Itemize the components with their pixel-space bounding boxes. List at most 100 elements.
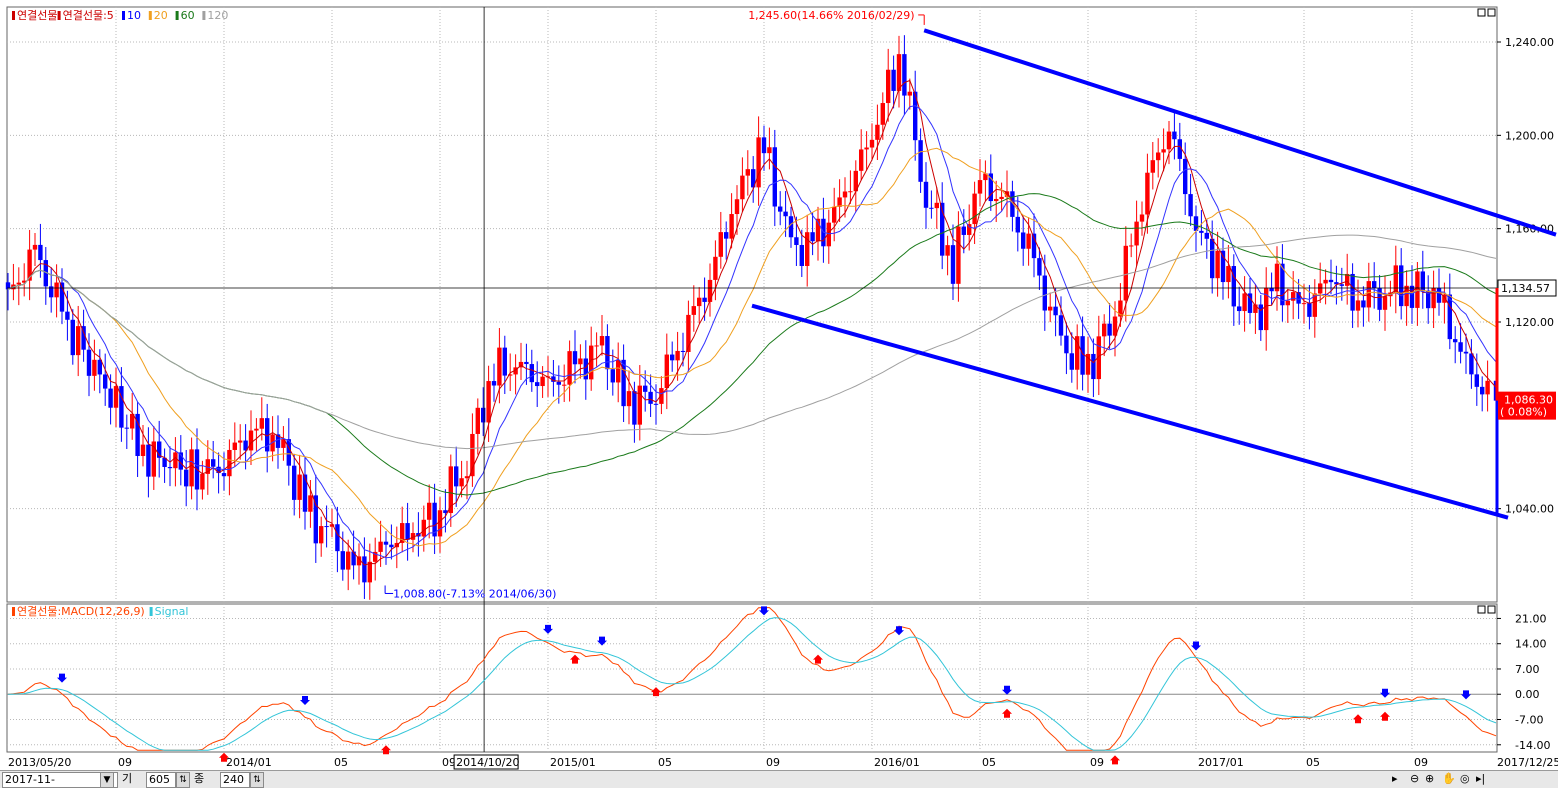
candle-body [1177,139,1182,159]
down-arrow-icon [1191,641,1201,651]
macd-legend-item: 연결선물:MACD(12,26,9) [17,605,145,618]
price-legend-item: 10 [127,9,141,22]
hand-icon[interactable]: ✋ [1442,772,1456,785]
candle-body [1355,300,1361,311]
legend-swatch [149,607,153,616]
candle-body [1145,172,1150,215]
macd-y-tick-label: 0.00 [1515,688,1540,701]
step-spin-button[interactable]: ⇅ [250,772,264,788]
candle-body [319,526,324,544]
candle-body [1361,300,1366,308]
candle-body [70,319,75,356]
step-field[interactable]: 240 [220,772,250,788]
candle-body [248,430,254,451]
date-dropdown-button[interactable]: ▼ [100,772,114,788]
candle-body [302,474,308,512]
candle-body [1199,230,1204,233]
count-spin-button[interactable]: ⇅ [176,772,190,788]
macd-pane-maximize-icon [1477,605,1486,614]
candle-body [178,452,183,470]
candle-body [400,523,405,543]
candle-body [146,444,151,477]
candle-body [329,524,335,527]
candle-body [65,311,70,320]
candle-body [891,69,896,91]
candle-body [859,149,864,171]
settings-icon[interactable]: ◎ [1460,772,1470,785]
candle-body [1431,288,1436,309]
candle-body [794,237,799,245]
candle-body [254,428,259,431]
candle-body [583,358,588,380]
candle-body [54,282,59,298]
candle-body [1064,335,1069,354]
x-tick-label: 05 [658,756,672,769]
down-arrow-icon [894,626,904,636]
scroll-end-icon[interactable]: ▸| [1476,772,1486,785]
candle-body [1301,303,1307,305]
candle-body [421,519,426,537]
candle-body [265,418,270,452]
crosshair-price-label: 1,134.57 [1501,282,1550,295]
candle-body [956,226,961,284]
count-field[interactable]: 605 [146,772,176,788]
x-tick-label: 2013/05/20 [8,756,71,769]
candle-body [621,359,626,407]
candle-body [481,407,486,423]
down-arrow-icon [57,673,67,683]
step-label: 종 [194,772,205,785]
crosshair-date-box [453,754,519,770]
candle-body [518,361,524,368]
x-tick-label: 2016/01 [874,756,920,769]
candle-body [157,441,162,458]
candle-body [308,495,313,512]
candle-body [680,350,686,352]
candle-body [1442,294,1447,303]
candle-body [448,466,453,514]
x-tick-label: 2017/01 [1198,756,1244,769]
candle-body [940,202,945,256]
candle-body [1474,374,1479,387]
current-price-label: 1,086.30 [1504,394,1553,407]
candle-body [788,216,794,238]
candle-body [923,181,929,208]
candle-body [745,169,750,176]
candle-body [1204,232,1209,239]
candle-body [119,386,124,428]
lower-trendline [751,303,1509,520]
down-arrow-icon [597,636,607,646]
legend-swatch [202,11,206,20]
scroll-right-icon[interactable]: ▸ [1392,772,1398,785]
date-field[interactable]: 2017-11- [2,772,118,788]
candle-body [1107,323,1112,336]
candle-body [1280,263,1285,306]
candle-body [335,524,340,552]
candle-body [1372,281,1377,289]
candle-body [1021,232,1026,249]
candle-body [1285,300,1290,306]
candle-body [1091,353,1096,380]
candle-body [1469,353,1474,375]
candle-body [1080,336,1085,375]
candle-body [1242,293,1247,312]
zoom-out-icon[interactable]: ⊖ [1410,772,1420,785]
candle-body [529,364,534,383]
legend-swatch [175,11,179,20]
candle-body [1053,306,1058,316]
candle-body [562,384,567,386]
candle-body [1258,304,1263,331]
zoom-in-icon[interactable]: ⊕ [1425,772,1435,785]
candle-body [1345,273,1350,286]
candle-body [1102,323,1107,337]
macd-y-tick-label: 14.00 [1515,638,1547,651]
candle-body [540,376,545,387]
candle-body [189,449,194,487]
up-arrow-icon [1353,714,1363,724]
candle-body [173,452,178,469]
candle-body [783,211,788,217]
candle-body [443,510,448,514]
candle-body [5,282,11,290]
candle-body [459,478,464,487]
candle-body [632,391,637,425]
candle-body [1247,293,1253,313]
